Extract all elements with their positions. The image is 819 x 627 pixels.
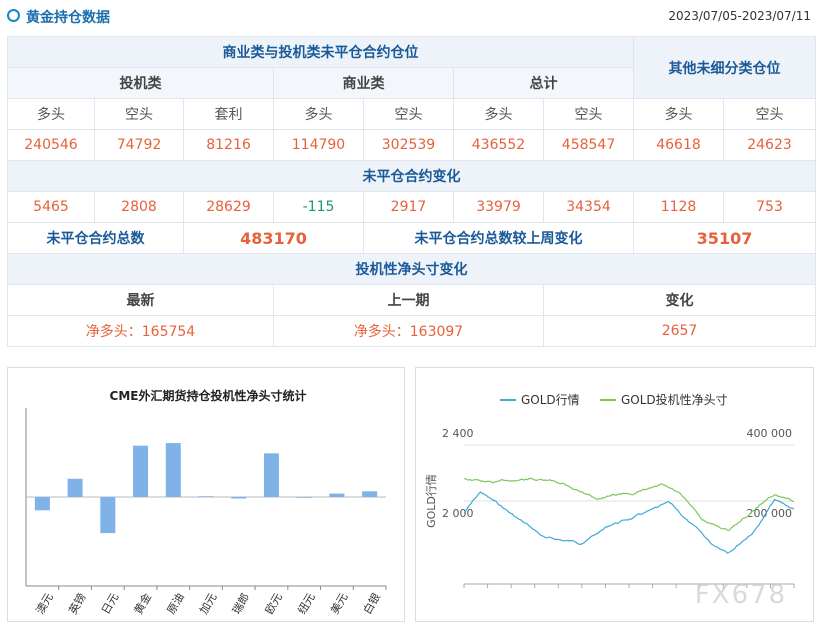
change-cell: 28629: [183, 191, 274, 223]
bar-美元: [329, 493, 345, 497]
circle-icon: [7, 9, 20, 22]
total-value: 483170: [183, 222, 364, 254]
diff-value: 2657: [542, 315, 817, 347]
right-tick-label: 200 000: [747, 507, 793, 520]
prev-value: 净多头：163097: [273, 315, 544, 347]
sub-short: 空头: [363, 98, 454, 130]
change-cell: 33979: [453, 191, 544, 223]
left-tick-label: 2 400: [442, 427, 474, 440]
date-range: 2023/07/05-2023/07/11: [668, 9, 811, 23]
cat-total: 总计: [452, 67, 635, 99]
value-cell: 436552: [453, 129, 544, 161]
legend-label: GOLD行情: [521, 393, 580, 407]
left-tick-label: 2 000: [442, 507, 474, 520]
y-axis-label: GOLD行情: [425, 474, 438, 528]
page-title: 黄金持仓数据: [26, 10, 110, 26]
x-tick-label: 澳元: [34, 591, 56, 617]
x-tick-label: 美元: [328, 591, 350, 617]
bar-英镑: [67, 478, 83, 497]
line-chart-svg: GOLD行情 GOLD投机性净头寸 2 400 2 000 400 000 200 00…: [425, 392, 795, 610]
bar-欧元: [263, 453, 279, 497]
sub-long: 多头: [633, 98, 725, 130]
change-cell: 5465: [7, 191, 95, 223]
change-cell: 2808: [94, 191, 184, 223]
bar-黄金: [133, 445, 149, 497]
bar-纽元: [296, 497, 312, 498]
prev-value-text: 净多头：163097: [353, 324, 464, 340]
x-tick-label: 白银: [360, 591, 383, 617]
sub-long: 多头: [7, 98, 95, 130]
legend-label: GOLD投机性净头寸: [621, 392, 728, 407]
latest-value: 净多头：165754: [7, 315, 274, 347]
x-tick-label: 原油: [164, 591, 187, 617]
positions-table: 商业类与投机类未平仓合约仓位 其他未细分类仓位 投机类 商业类 总计 多头 空头…: [6, 36, 817, 347]
x-tick-label: 黄金: [131, 591, 154, 617]
net-title: 投机性净头寸变化: [6, 253, 817, 285]
value-cell: 114790: [273, 129, 364, 161]
bar-日元: [100, 497, 116, 534]
series-line-gold: [463, 491, 795, 554]
change-cell: 2917: [363, 191, 454, 223]
x-tick-label: 纽元: [295, 591, 318, 617]
change-cell: -115: [273, 191, 364, 223]
value-cell: 81216: [183, 129, 274, 161]
change-cell: 753: [723, 191, 817, 223]
cat-spec: 投机类: [7, 67, 274, 99]
cat-comm: 商业类: [273, 67, 454, 99]
value-cell: 46618: [633, 129, 725, 161]
sub-short: 空头: [723, 98, 817, 130]
weekchange-label: 未平仓合约总数较上周变化: [362, 222, 635, 254]
change-cell: 1128: [633, 191, 725, 223]
change-cell: 34354: [542, 191, 635, 223]
x-tick-label: 加元: [197, 591, 219, 617]
x-tick-label: 日元: [99, 591, 121, 617]
x-tick-label: 英镑: [65, 591, 88, 617]
cme-net-position-chart: CME外汇期货持仓投机性净头寸统计 澳元 英镑 日元 黄金 原油 加元 瑞郎 欧元 纽元 美元 白银: [7, 367, 405, 622]
change-title: 未平仓合约变化: [6, 160, 817, 192]
value-cell: 458547: [542, 129, 635, 161]
other-title: 其他未细分类仓位: [633, 36, 817, 99]
value-cell: 74792: [94, 129, 184, 161]
sub-spread: 套利: [183, 98, 274, 130]
total-label: 未平仓合约总数: [7, 222, 184, 254]
right-tick-label: 400 000: [747, 427, 793, 440]
chart-title: CME外汇期货持仓投机性净头寸统计: [110, 388, 307, 403]
sub-long: 多头: [453, 98, 544, 130]
gold-line-chart: GOLD行情 GOLD投机性净头寸 2 400 2 000 400 000 200 00…: [415, 367, 814, 622]
sub-short: 空头: [94, 98, 184, 130]
value-cell: 302539: [363, 129, 454, 161]
value-cell: 24623: [723, 129, 817, 161]
sub-long: 多头: [273, 98, 364, 130]
bar-瑞郎: [231, 497, 247, 499]
value-cell: 240546: [7, 129, 95, 161]
bar-原油: [165, 443, 181, 497]
x-tick-label: 瑞郎: [229, 591, 252, 617]
latest-label: 最新: [7, 284, 274, 316]
series-line-net: [463, 477, 795, 531]
bar-澳元: [34, 497, 50, 511]
bar-白银: [362, 491, 378, 497]
weekchange-value: 35107: [633, 222, 817, 254]
x-tick-label: 欧元: [263, 591, 285, 617]
bar-chart-svg: CME外汇期货持仓投机性净头寸统计 澳元 英镑 日元 黄金 原油 加元 瑞郎 欧元 纽元 美元 白银: [25, 388, 387, 617]
sub-short: 空头: [542, 98, 635, 130]
group-title: 商业类与投机类未平仓合约仓位: [6, 36, 635, 68]
page-header: 黄金持仓数据 2023/07/05-2023/07/11: [0, 0, 819, 34]
watermark-text: FX678: [695, 580, 787, 610]
latest-value-text: 净多头：165754: [85, 324, 196, 340]
change-label: 变化: [542, 284, 817, 316]
bar-加元: [198, 496, 214, 498]
prev-label: 上一期: [273, 284, 544, 316]
